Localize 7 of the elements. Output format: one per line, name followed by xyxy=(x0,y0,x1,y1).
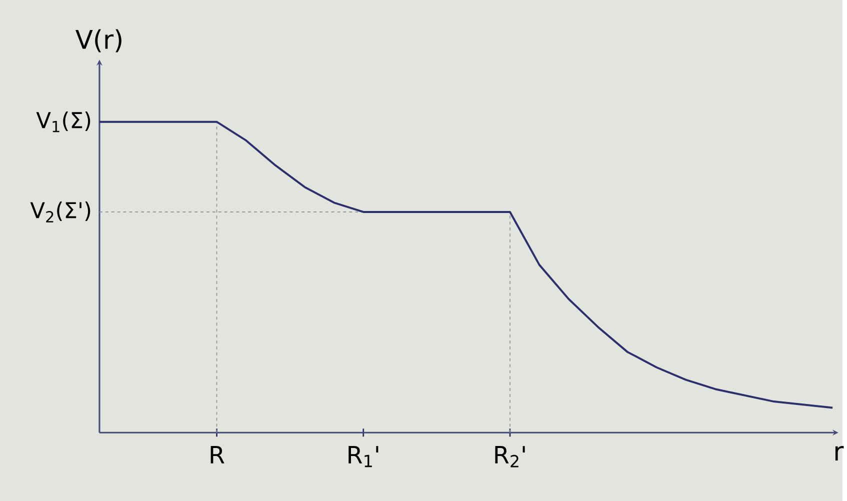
x-tick-label: R xyxy=(210,446,224,464)
ref-line-label: V$_{2}$(Σ') xyxy=(30,201,90,222)
text: V$_{1}$(Σ) xyxy=(36,111,90,132)
x-tick-label: R$_{2}$' xyxy=(495,446,525,468)
x-tick-label: R$_{1}$' xyxy=(348,446,378,467)
x-axis-title: r xyxy=(835,446,844,460)
y-axis-title: V(r) xyxy=(76,29,122,52)
